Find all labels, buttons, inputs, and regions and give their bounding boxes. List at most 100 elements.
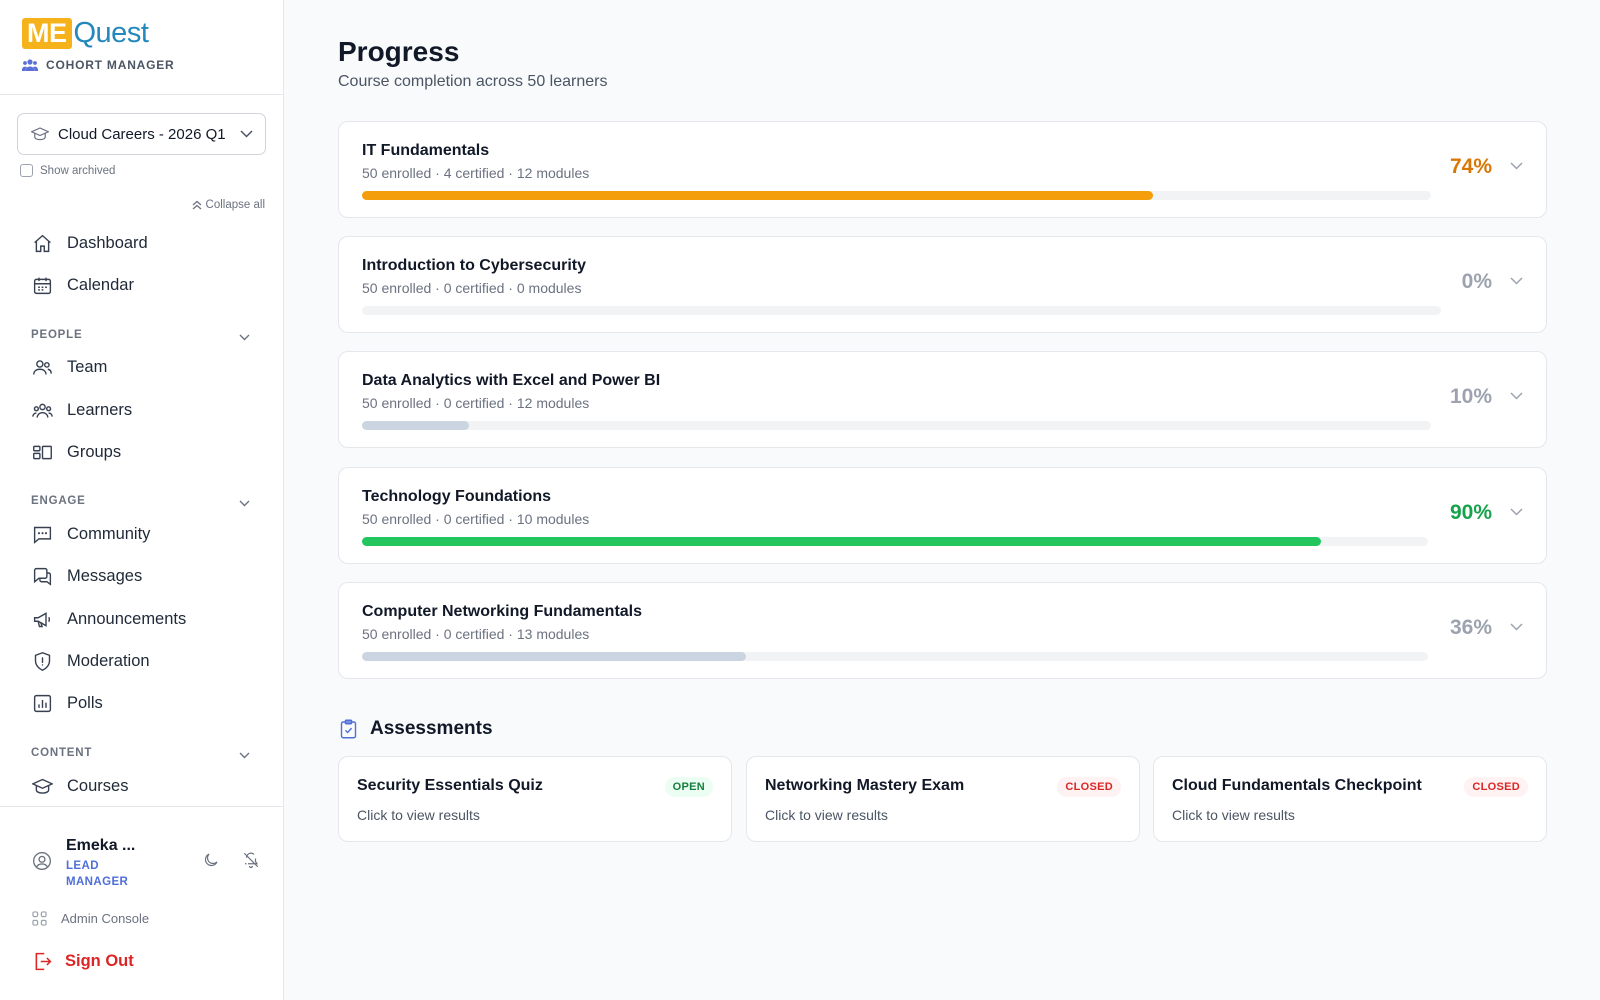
nav-section-content[interactable]: CONTENT — [0, 725, 284, 765]
clipboard-check-icon — [340, 719, 357, 739]
nav-section-engage[interactable]: ENGAGE — [0, 473, 284, 513]
page-subtitle: Course completion across 50 learners — [338, 73, 608, 90]
sign-out-button[interactable]: Sign Out — [32, 951, 134, 972]
nav-label: Community — [67, 525, 151, 544]
progress-fill — [362, 652, 746, 661]
chevron-down-icon[interactable] — [1510, 623, 1523, 631]
nav-item-moderation[interactable]: Moderation — [0, 640, 284, 682]
team-icon — [33, 360, 52, 375]
shield-icon — [34, 652, 51, 672]
nav-label: Announcements — [67, 609, 187, 628]
show-archived-checkbox[interactable] — [20, 164, 33, 177]
assessment-title: Networking Mastery Exam — [765, 777, 965, 794]
chevron-down-icon[interactable] — [1510, 392, 1523, 400]
chevron-down-icon — [240, 130, 253, 138]
progress-percent: 10% — [1449, 385, 1492, 408]
course-card[interactable]: IT Fundamentals 50 enrolled · 4 certifie… — [338, 121, 1547, 218]
course-title: Introduction to Cybersecurity — [362, 257, 587, 274]
bell-off-icon[interactable] — [242, 851, 260, 869]
course-card[interactable]: Technology Foundations 50 enrolled · 0 c… — [338, 467, 1547, 564]
logo-quest: Quest — [73, 16, 149, 49]
chevron-down-icon[interactable] — [1510, 277, 1523, 285]
course-meta: 50 enrolled · 0 certified · 12 modules — [362, 395, 590, 411]
cohort-select[interactable]: Cloud Careers - 2026 Q1 — [17, 113, 266, 155]
nav-section-people[interactable]: PEOPLE — [0, 307, 284, 347]
sidebar-nav: Dashboard Calendar PEOPLE Team Learners … — [0, 222, 284, 807]
nav-item-team[interactable]: Team — [0, 347, 284, 389]
nav-label: Learners — [67, 400, 133, 419]
brand-header: ME Quest COHORT MANAGER — [0, 0, 283, 95]
progress-track — [362, 652, 1428, 661]
nav-item-learners[interactable]: Learners — [0, 389, 284, 431]
groups-icon — [33, 445, 52, 460]
assessment-card[interactable]: Networking Mastery Exam Click to view re… — [746, 756, 1140, 842]
moon-icon[interactable] — [202, 851, 220, 869]
assessment-subtitle: Click to view results — [1172, 807, 1295, 823]
assessment-subtitle: Click to view results — [357, 807, 480, 823]
nav-item-calendar[interactable]: Calendar — [0, 264, 284, 306]
nav-item-announcements[interactable]: Announcements — [0, 598, 284, 640]
chevron-down-icon — [239, 752, 250, 759]
user-name: Emeka ... — [66, 837, 136, 854]
graduation-cap-icon — [31, 127, 49, 141]
assessments-heading: Assessments — [338, 718, 493, 740]
status-badge: OPEN — [664, 777, 713, 797]
course-meta: 50 enrolled · 0 certified · 13 modules — [362, 626, 590, 642]
course-title: IT Fundamentals — [362, 142, 490, 159]
nav-item-courses[interactable]: Courses — [0, 765, 284, 807]
sidebar-footer: Emeka ... LEAD MANAGER Admin Console Sig… — [0, 806, 284, 1000]
nav-item-groups[interactable]: Groups — [0, 431, 284, 473]
course-title: Technology Foundations — [362, 488, 552, 505]
sidebar: ME Quest COHORT MANAGER Cloud Careers - … — [0, 0, 284, 1000]
course-card[interactable]: Computer Networking Fundamentals 50 enro… — [338, 582, 1547, 679]
progress-fill — [362, 421, 469, 430]
show-archived-toggle[interactable]: Show archived — [20, 164, 115, 177]
course-meta: 50 enrolled · 0 certified · 10 modules — [362, 511, 590, 527]
sign-out-icon — [35, 952, 52, 971]
admin-console-label: Admin Console — [61, 911, 150, 926]
logo[interactable]: ME Quest — [22, 17, 283, 49]
nav-item-messages[interactable]: Messages — [0, 556, 284, 598]
assessment-card[interactable]: Security Essentials Quiz Click to view r… — [338, 756, 732, 842]
chevron-down-icon[interactable] — [1510, 508, 1523, 516]
progress-percent: 36% — [1449, 616, 1492, 639]
course-card[interactable]: Introduction to Cybersecurity 50 enrolle… — [338, 236, 1547, 333]
progress-percent: 0% — [1461, 270, 1492, 293]
nav-item-community[interactable]: Community — [0, 513, 284, 555]
learners-icon — [32, 403, 53, 418]
assessment-subtitle: Click to view results — [765, 807, 888, 823]
calendar-icon — [33, 277, 52, 295]
nav-label: Groups — [67, 442, 122, 461]
user-profile[interactable]: Emeka ... LEAD MANAGER — [32, 837, 136, 890]
user-role: LEAD MANAGER — [66, 860, 129, 888]
nav-label: Moderation — [67, 652, 150, 671]
nav-label: Dashboard — [67, 233, 148, 252]
grid-icon — [32, 911, 47, 926]
section-title: CONTENT — [31, 746, 93, 759]
chevron-down-icon[interactable] — [1510, 162, 1523, 170]
logo-me: ME — [22, 17, 72, 49]
page-title: Progress — [338, 36, 460, 67]
course-title: Data Analytics with Excel and Power BI — [362, 372, 661, 389]
assessment-card[interactable]: Cloud Fundamentals Checkpoint Click to v… — [1153, 756, 1547, 842]
nav-item-polls[interactable]: Polls — [0, 683, 284, 725]
nav-item-dashboard[interactable]: Dashboard — [0, 222, 284, 264]
nav-label: Messages — [67, 567, 143, 586]
sign-out-label: Sign Out — [65, 952, 134, 970]
chat-icon — [33, 526, 52, 544]
progress-fill — [362, 537, 1322, 546]
collapse-all-button[interactable]: Collapse all — [192, 199, 265, 211]
section-title: ENGAGE — [31, 495, 86, 508]
cohort-select-value: Cloud Careers - 2026 Q1 — [58, 125, 226, 143]
course-card[interactable]: Data Analytics with Excel and Power BI 5… — [338, 351, 1547, 448]
nav-label: Courses — [67, 776, 129, 795]
poll-icon — [33, 695, 52, 713]
course-title: Computer Networking Fundamentals — [362, 603, 643, 620]
graduation-cap-icon — [32, 778, 53, 794]
cohort-manager-label: COHORT MANAGER — [22, 58, 283, 72]
section-title: PEOPLE — [31, 328, 83, 341]
admin-console-link[interactable]: Admin Console — [32, 911, 149, 926]
progress-track — [362, 191, 1431, 200]
chevron-down-icon — [239, 500, 250, 507]
assessments-title: Assessments — [370, 718, 493, 739]
